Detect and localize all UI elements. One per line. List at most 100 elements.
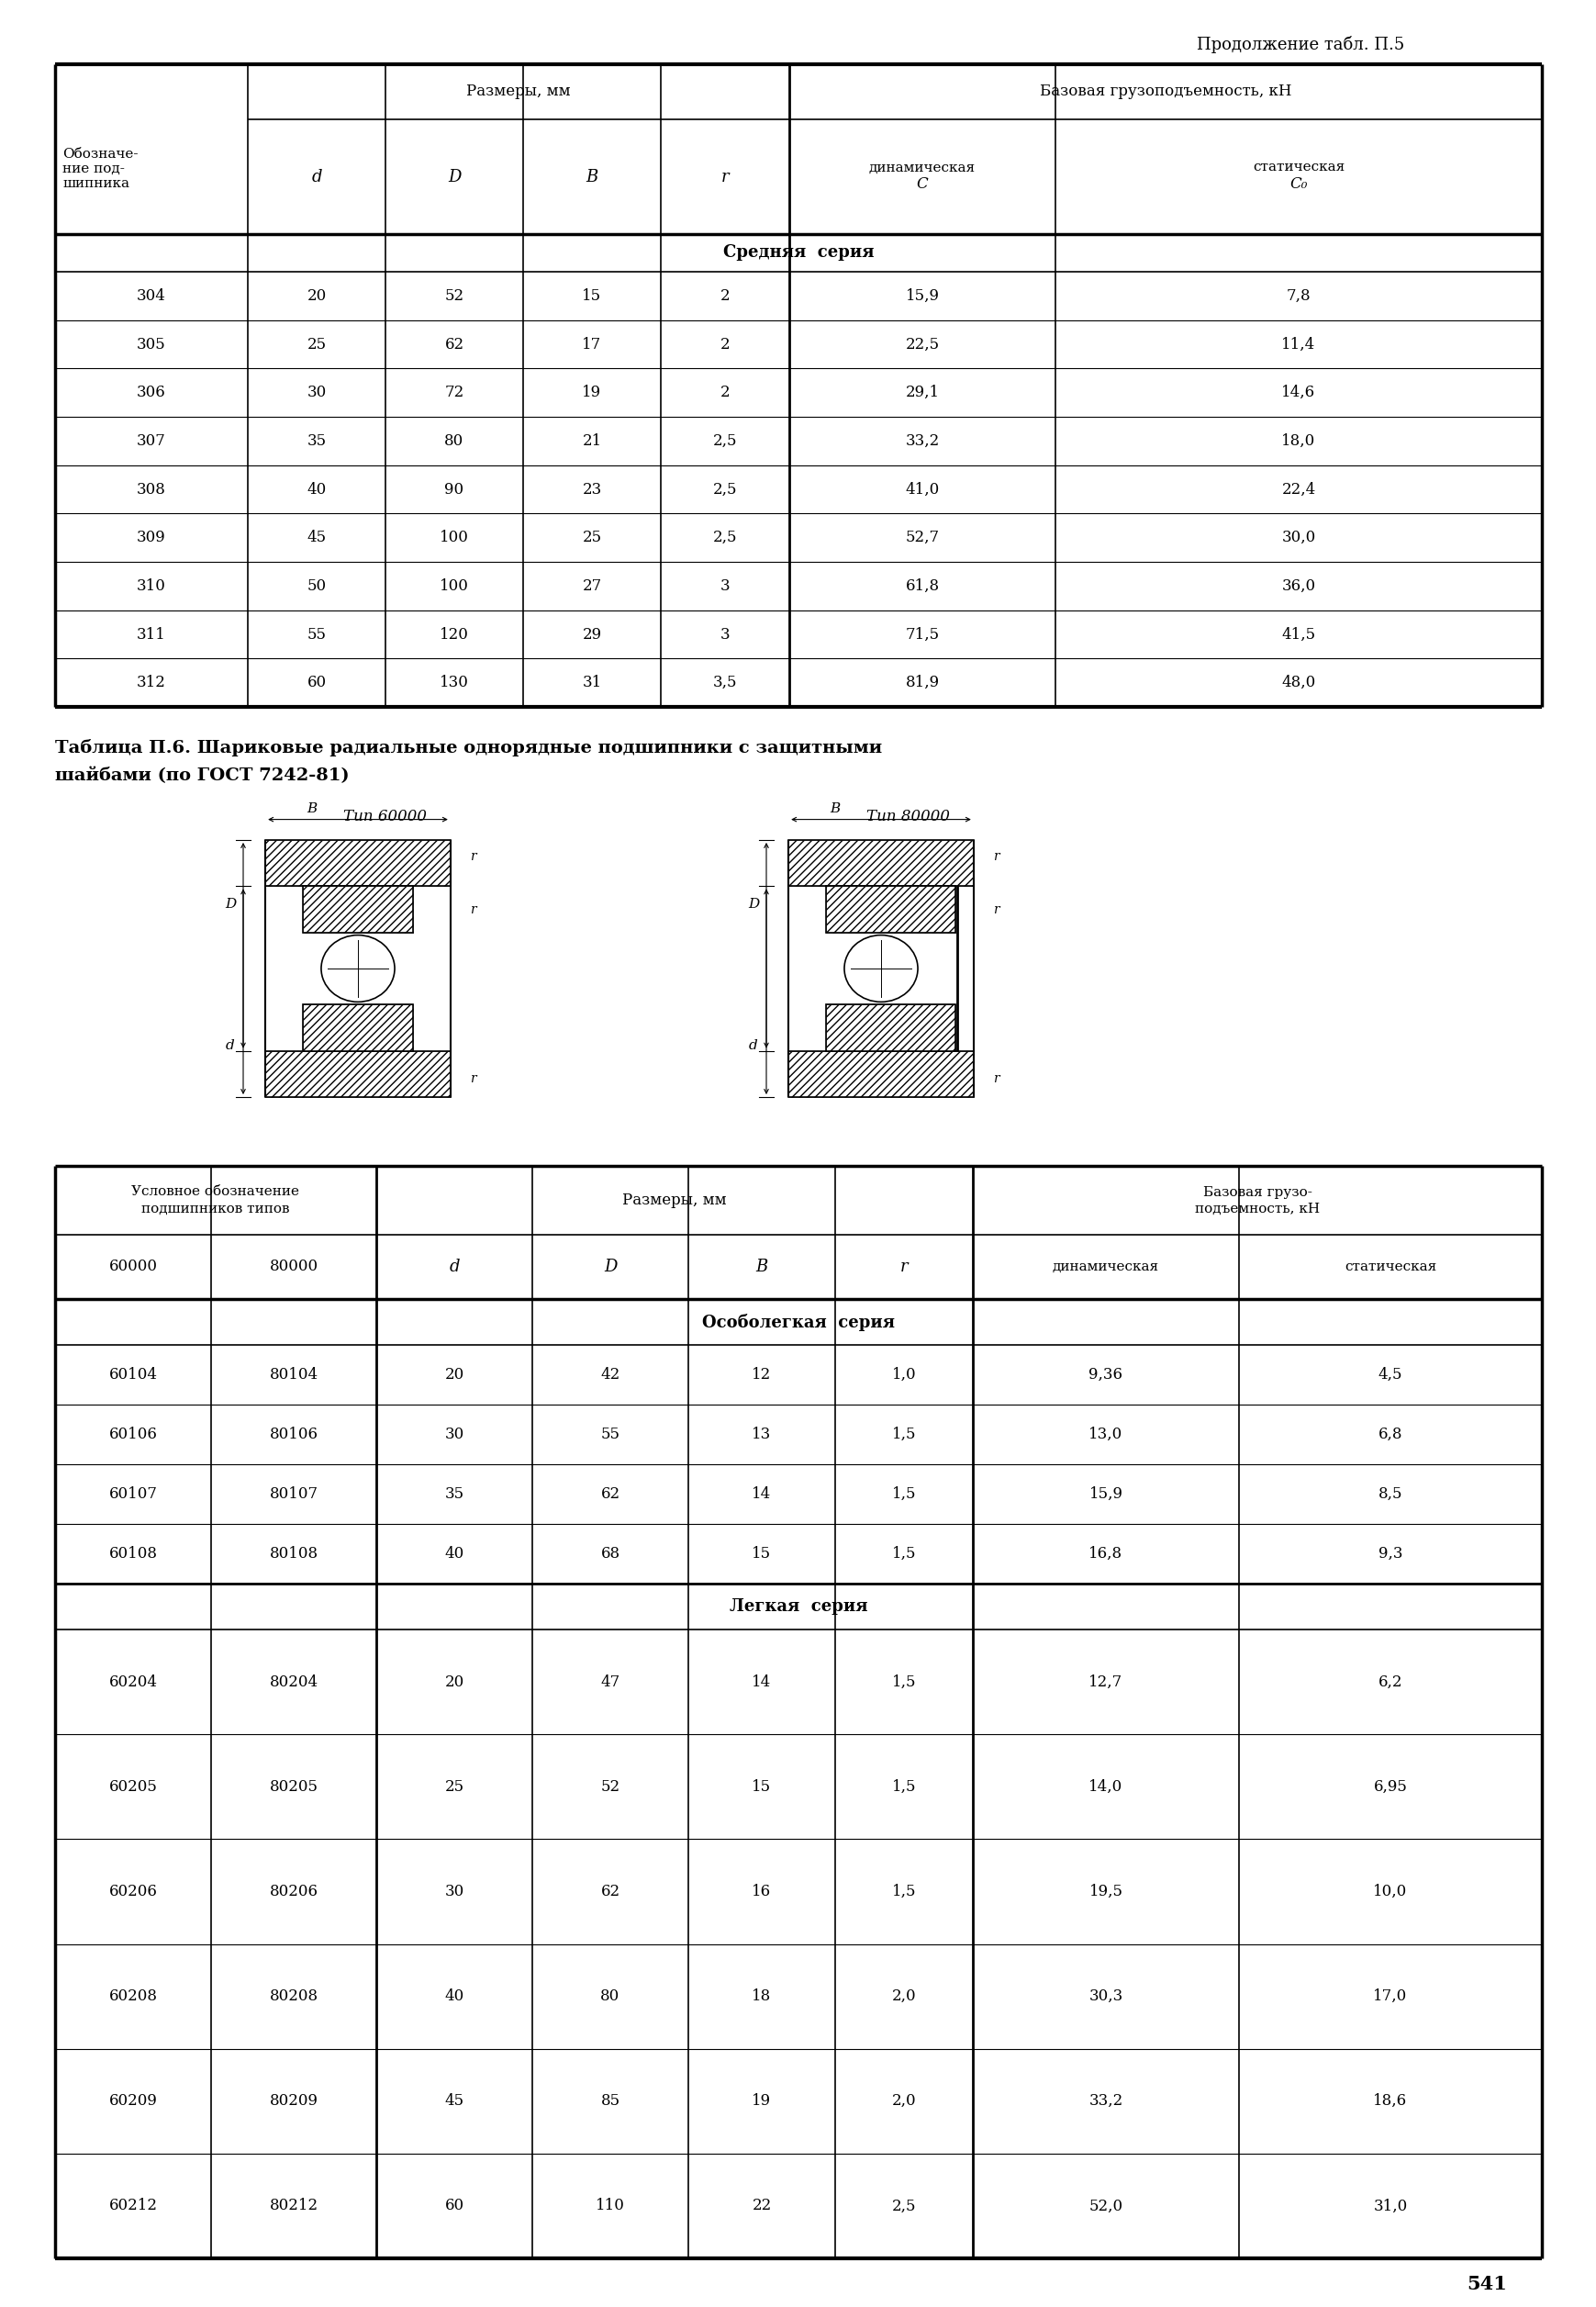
- Text: 35: 35: [444, 1486, 464, 1502]
- Text: 20: 20: [306, 288, 326, 305]
- Text: 19,5: 19,5: [1088, 1885, 1122, 1899]
- Text: 1,5: 1,5: [891, 1885, 916, 1899]
- Text: 305: 305: [137, 337, 166, 353]
- Text: r: r: [900, 1260, 908, 1276]
- Text: 12,7: 12,7: [1088, 1675, 1122, 1689]
- Text: 62: 62: [600, 1885, 619, 1899]
- Text: 22: 22: [752, 2199, 771, 2215]
- Ellipse shape: [844, 934, 918, 1001]
- Text: d: d: [225, 1038, 235, 1052]
- Ellipse shape: [321, 934, 394, 1001]
- Text: 14: 14: [752, 1675, 771, 1689]
- Text: Особолегкая  серия: Особолегкая серия: [702, 1313, 894, 1331]
- Text: 60104: 60104: [109, 1368, 158, 1382]
- Text: 310: 310: [137, 579, 166, 593]
- Text: 130: 130: [439, 676, 469, 690]
- Text: r: r: [993, 1073, 998, 1084]
- Text: D: D: [225, 897, 236, 911]
- Text: 15: 15: [583, 288, 602, 305]
- Text: r: r: [469, 902, 476, 916]
- Text: 60212: 60212: [109, 2199, 158, 2215]
- Text: C₀: C₀: [1290, 175, 1307, 191]
- Text: 17,0: 17,0: [1373, 1989, 1406, 2005]
- Text: 14,6: 14,6: [1282, 385, 1315, 401]
- Text: 100: 100: [439, 531, 469, 544]
- Text: 312: 312: [137, 676, 166, 690]
- Text: 18,0: 18,0: [1282, 434, 1315, 450]
- Text: 30: 30: [306, 385, 326, 401]
- Text: подшипников типов: подшипников типов: [142, 1202, 289, 1216]
- Text: D: D: [603, 1260, 616, 1276]
- Text: Тип 60000: Тип 60000: [343, 810, 428, 826]
- Text: 62: 62: [444, 337, 464, 353]
- Text: динамическая: динамическая: [1052, 1260, 1159, 1273]
- Text: 2,0: 2,0: [891, 1989, 916, 2005]
- Text: 308: 308: [137, 482, 166, 496]
- Text: 1,5: 1,5: [891, 1486, 916, 1502]
- Text: C: C: [916, 175, 927, 191]
- Text: 36,0: 36,0: [1282, 579, 1315, 593]
- Text: 41,5: 41,5: [1282, 628, 1315, 641]
- Text: 19: 19: [583, 385, 602, 401]
- Text: 45: 45: [444, 2092, 464, 2109]
- Text: Размеры, мм: Размеры, мм: [466, 83, 570, 99]
- Text: 27: 27: [583, 579, 602, 593]
- Text: 60107: 60107: [109, 1486, 158, 1502]
- Text: 47: 47: [600, 1675, 619, 1689]
- Text: 7,8: 7,8: [1286, 288, 1310, 305]
- Text: 29: 29: [583, 628, 602, 641]
- Text: 19: 19: [752, 2092, 771, 2109]
- Text: 80107: 80107: [270, 1486, 318, 1502]
- Text: B: B: [755, 1260, 768, 1276]
- Text: 18: 18: [752, 1989, 771, 2005]
- Polygon shape: [825, 886, 954, 932]
- Text: Продолжение табл. П.5: Продолжение табл. П.5: [1195, 35, 1403, 53]
- Text: 4,5: 4,5: [1377, 1368, 1401, 1382]
- Text: 35: 35: [306, 434, 326, 450]
- Text: 80209: 80209: [270, 2092, 318, 2109]
- Text: r: r: [993, 849, 998, 863]
- Text: D: D: [447, 168, 461, 185]
- Text: 62: 62: [600, 1486, 619, 1502]
- Text: 80: 80: [600, 1989, 619, 2005]
- Text: 30: 30: [444, 1426, 464, 1442]
- Text: 42: 42: [600, 1368, 619, 1382]
- Polygon shape: [265, 840, 450, 886]
- Polygon shape: [825, 1004, 954, 1050]
- Text: 41,0: 41,0: [905, 482, 938, 496]
- Text: 48,0: 48,0: [1282, 676, 1315, 690]
- Text: шипника: шипника: [62, 178, 129, 189]
- Text: 60: 60: [444, 2199, 464, 2215]
- Text: 6,2: 6,2: [1377, 1675, 1401, 1689]
- Text: 1,0: 1,0: [891, 1368, 916, 1382]
- Text: 120: 120: [439, 628, 469, 641]
- Text: шайбами (по ГОСТ 7242-81): шайбами (по ГОСТ 7242-81): [54, 768, 350, 784]
- Text: 3: 3: [720, 628, 729, 641]
- Text: 60106: 60106: [109, 1426, 158, 1442]
- Text: r: r: [469, 849, 476, 863]
- Text: 1,5: 1,5: [891, 1779, 916, 1795]
- Text: 6,8: 6,8: [1377, 1426, 1401, 1442]
- Text: 309: 309: [137, 531, 166, 544]
- Text: 55: 55: [306, 628, 326, 641]
- Text: 2,5: 2,5: [712, 434, 737, 450]
- Polygon shape: [788, 840, 974, 886]
- Text: 9,3: 9,3: [1377, 1546, 1401, 1562]
- Text: 33,2: 33,2: [905, 434, 938, 450]
- Text: 2,5: 2,5: [891, 2199, 916, 2215]
- Text: 33,2: 33,2: [1088, 2092, 1122, 2109]
- Text: 2: 2: [720, 385, 729, 401]
- Text: 1,5: 1,5: [891, 1675, 916, 1689]
- Text: 15: 15: [752, 1779, 771, 1795]
- Text: 68: 68: [600, 1546, 619, 1562]
- Text: 11,4: 11,4: [1282, 337, 1315, 353]
- Text: 17: 17: [583, 337, 602, 353]
- Text: статическая: статическая: [1344, 1260, 1435, 1273]
- Text: 307: 307: [137, 434, 166, 450]
- Text: 50: 50: [306, 579, 326, 593]
- Polygon shape: [302, 886, 413, 932]
- Text: 80108: 80108: [270, 1546, 318, 1562]
- Text: 25: 25: [444, 1779, 464, 1795]
- Text: d: d: [749, 1038, 758, 1052]
- Text: 31: 31: [583, 676, 602, 690]
